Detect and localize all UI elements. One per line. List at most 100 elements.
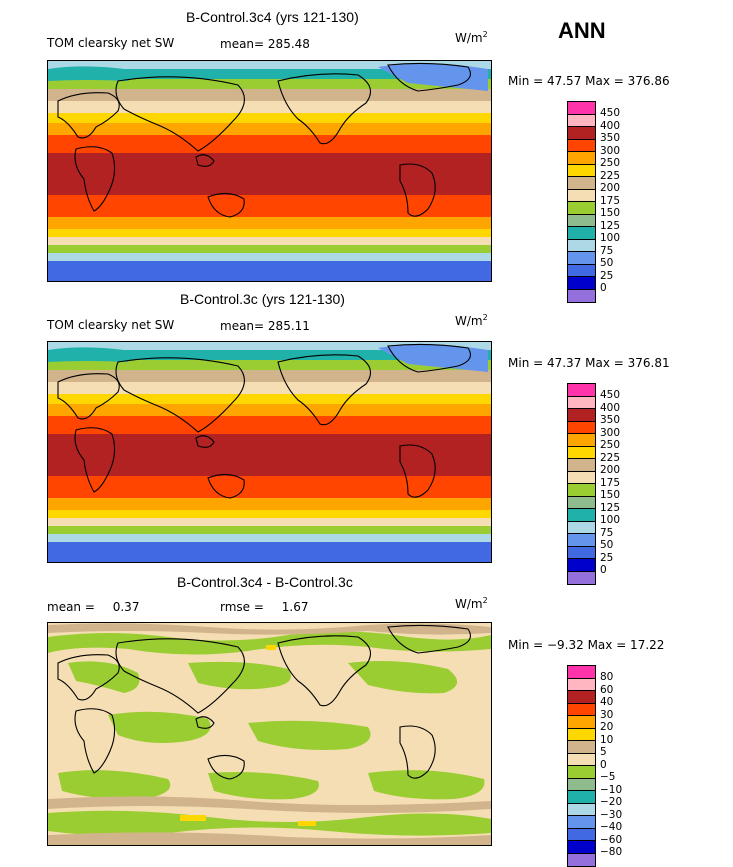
panel1-colorbar-swatch bbox=[568, 189, 595, 202]
panel2-colorbar-swatch bbox=[568, 571, 595, 584]
panel3-level: −10 bbox=[600, 783, 623, 796]
panel3-colorbar-swatch bbox=[568, 791, 595, 804]
panel3-level: 10 bbox=[600, 733, 614, 746]
panel3-level: 40 bbox=[600, 696, 614, 708]
panel1-colorbar bbox=[567, 101, 596, 303]
panel3-rmse-value: 1.67 bbox=[281, 600, 309, 614]
panel1-mean: mean= 285.48 bbox=[220, 37, 310, 51]
panel2-level: 175 bbox=[600, 476, 621, 489]
panel2-level: 100 bbox=[600, 514, 621, 526]
panel1-map bbox=[47, 60, 492, 282]
panel3-colorbar-swatch bbox=[568, 803, 595, 816]
panel2-map bbox=[47, 341, 492, 563]
panel2-colorbar-swatch bbox=[568, 421, 595, 434]
panel1-level: 250 bbox=[600, 157, 621, 169]
panel3-level: 30 bbox=[600, 708, 614, 721]
panel3-mean-label: mean = bbox=[47, 600, 95, 614]
panel1-colorbar-swatch bbox=[568, 164, 595, 177]
panel1-level: 125 bbox=[600, 219, 621, 232]
panel2-level: 150 bbox=[600, 489, 621, 501]
panel3-colorbar-swatch bbox=[568, 678, 595, 691]
panel2-colorbar-labels: 450 400 350 300 250 225 200 175 150 125 … bbox=[600, 389, 620, 577]
panel2-colorbar-swatch bbox=[568, 534, 595, 547]
panel2-colorbar-swatch bbox=[568, 521, 595, 534]
panel1-mean-label: mean= bbox=[220, 37, 265, 51]
panel2-colorbar-swatch bbox=[568, 546, 595, 559]
panel2-title: B-Control.3c (yrs 121-130) bbox=[180, 291, 345, 307]
panel2-level: 0 bbox=[600, 564, 607, 576]
panel1-colorbar-swatch bbox=[568, 202, 595, 215]
panel1-level: 75 bbox=[600, 244, 614, 257]
panel1-colorbar-swatch bbox=[568, 264, 595, 277]
panel1-level: 100 bbox=[600, 232, 621, 244]
panel3-level: 60 bbox=[600, 683, 614, 696]
panel3-title: B-Control.3c4 - B-Control.3c bbox=[177, 574, 353, 590]
panel1-colorbar-swatch bbox=[568, 214, 595, 227]
panel3-colorbar-swatch bbox=[568, 853, 595, 866]
panel2-level: 25 bbox=[600, 551, 614, 564]
panel1-colorbar-swatch bbox=[568, 227, 595, 240]
panel3-colorbar-swatch bbox=[568, 666, 595, 679]
panel2-level: 50 bbox=[600, 539, 614, 551]
panel3-colorbar-swatch bbox=[568, 691, 595, 704]
panel2-level: 350 bbox=[600, 414, 621, 426]
panel1-level: 50 bbox=[600, 257, 614, 269]
panel1-level: 225 bbox=[600, 169, 621, 182]
panel2-level: 125 bbox=[600, 501, 621, 514]
panel1-colorbar-swatch bbox=[568, 152, 595, 165]
panel1-level: 300 bbox=[600, 144, 621, 157]
panel3-colorbar bbox=[567, 665, 596, 867]
panel1-variable-label: TOM clearsky net SW bbox=[47, 36, 175, 50]
panel3-colorbar-swatch bbox=[568, 816, 595, 829]
panel1-colorbar-swatch bbox=[568, 114, 595, 127]
panel3-level: −20 bbox=[600, 796, 623, 808]
panel3-colorbar-swatch bbox=[568, 741, 595, 754]
panel1-colorbar-swatch bbox=[568, 277, 595, 290]
panel3-level: −80 bbox=[600, 846, 623, 858]
panel3-level: 20 bbox=[600, 721, 614, 733]
panel2-colorbar bbox=[567, 383, 596, 585]
panel3-colorbar-swatch bbox=[568, 841, 595, 854]
panel1-level: 175 bbox=[600, 194, 621, 207]
panel1-colorbar-swatch bbox=[568, 239, 595, 252]
panel1-level: 25 bbox=[600, 269, 614, 282]
panel1-colorbar-swatch bbox=[568, 102, 595, 115]
panel1-colorbar-labels: 450 400 350 300 250 225 200 175 150 125 … bbox=[600, 107, 620, 295]
panel1-level: 350 bbox=[600, 132, 621, 144]
panel3-colorbar-swatch bbox=[568, 766, 595, 779]
panel3-colorbar-swatch bbox=[568, 728, 595, 741]
panel2-level: 250 bbox=[600, 439, 621, 451]
panel2-colorbar-swatch bbox=[568, 496, 595, 509]
panel2-level: 75 bbox=[600, 526, 614, 539]
panel3-rmse-label: rmse = bbox=[220, 600, 264, 614]
panel2-level: 225 bbox=[600, 451, 621, 464]
panel1-colorbar-swatch bbox=[568, 289, 595, 302]
panel3-level: −5 bbox=[600, 771, 616, 783]
panel1-level: 200 bbox=[600, 182, 621, 194]
panel2-colorbar-swatch bbox=[568, 409, 595, 422]
panel2-mean-value: 285.11 bbox=[267, 319, 310, 333]
panel2-variable-label: TOM clearsky net SW bbox=[47, 318, 175, 332]
panel1-level: 400 bbox=[600, 119, 621, 132]
panel3-units: W/m2 bbox=[455, 596, 488, 611]
panel2-colorbar-swatch bbox=[568, 396, 595, 409]
panel2-colorbar-swatch bbox=[568, 434, 595, 447]
panel1-colorbar-swatch bbox=[568, 127, 595, 140]
panel3-level: −40 bbox=[600, 821, 623, 833]
panel3-mean: mean = 0.37 bbox=[47, 600, 139, 614]
panel1-level: 150 bbox=[600, 207, 621, 219]
panel1-mean-value: 285.48 bbox=[267, 37, 310, 51]
panel1-colorbar-swatch bbox=[568, 177, 595, 190]
panel2-colorbar-swatch bbox=[568, 459, 595, 472]
panel2-colorbar-swatch bbox=[568, 559, 595, 572]
panel1-minmax: Min = 47.57 Max = 376.86 bbox=[508, 74, 670, 88]
panel3-colorbar-swatch bbox=[568, 703, 595, 716]
season-label: ANN bbox=[558, 18, 606, 43]
panel3-level: 80 bbox=[600, 671, 614, 683]
panel2-level: 450 bbox=[600, 389, 621, 401]
panel3-level: 0 bbox=[600, 758, 607, 771]
panel2-colorbar-swatch bbox=[568, 446, 595, 459]
panel3-colorbar-swatch bbox=[568, 828, 595, 841]
panel3-rmse: rmse = 1.67 bbox=[220, 600, 308, 614]
panel3-level: −60 bbox=[600, 833, 623, 846]
